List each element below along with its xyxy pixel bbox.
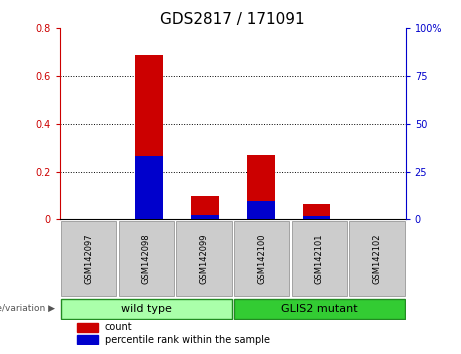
Bar — [302, 216, 331, 219]
Text: GSM142101: GSM142101 — [315, 233, 324, 284]
FancyBboxPatch shape — [291, 221, 347, 296]
Bar — [302, 204, 331, 219]
Bar — [135, 156, 163, 219]
Text: GSM142099: GSM142099 — [200, 233, 208, 284]
FancyBboxPatch shape — [234, 221, 290, 296]
Bar — [191, 215, 219, 219]
FancyBboxPatch shape — [234, 298, 405, 319]
Text: count: count — [105, 322, 132, 332]
FancyBboxPatch shape — [61, 298, 231, 319]
Bar — [135, 55, 163, 219]
Title: GDS2817 / 171091: GDS2817 / 171091 — [160, 12, 305, 27]
Text: GLIS2 mutant: GLIS2 mutant — [281, 304, 358, 314]
Text: wild type: wild type — [121, 304, 172, 314]
Text: genotype/variation ▶: genotype/variation ▶ — [0, 304, 55, 313]
Bar — [77, 323, 98, 331]
FancyBboxPatch shape — [349, 221, 405, 296]
Text: GSM142102: GSM142102 — [372, 233, 381, 284]
Text: percentile rank within the sample: percentile rank within the sample — [105, 335, 270, 345]
Text: GSM142100: GSM142100 — [257, 233, 266, 284]
Bar — [77, 335, 98, 344]
Bar — [191, 195, 219, 219]
Text: GSM142098: GSM142098 — [142, 233, 151, 284]
FancyBboxPatch shape — [176, 221, 231, 296]
Bar — [247, 201, 275, 219]
Text: GSM142097: GSM142097 — [84, 233, 93, 284]
Bar — [247, 155, 275, 219]
FancyBboxPatch shape — [61, 221, 116, 296]
FancyBboxPatch shape — [118, 221, 174, 296]
